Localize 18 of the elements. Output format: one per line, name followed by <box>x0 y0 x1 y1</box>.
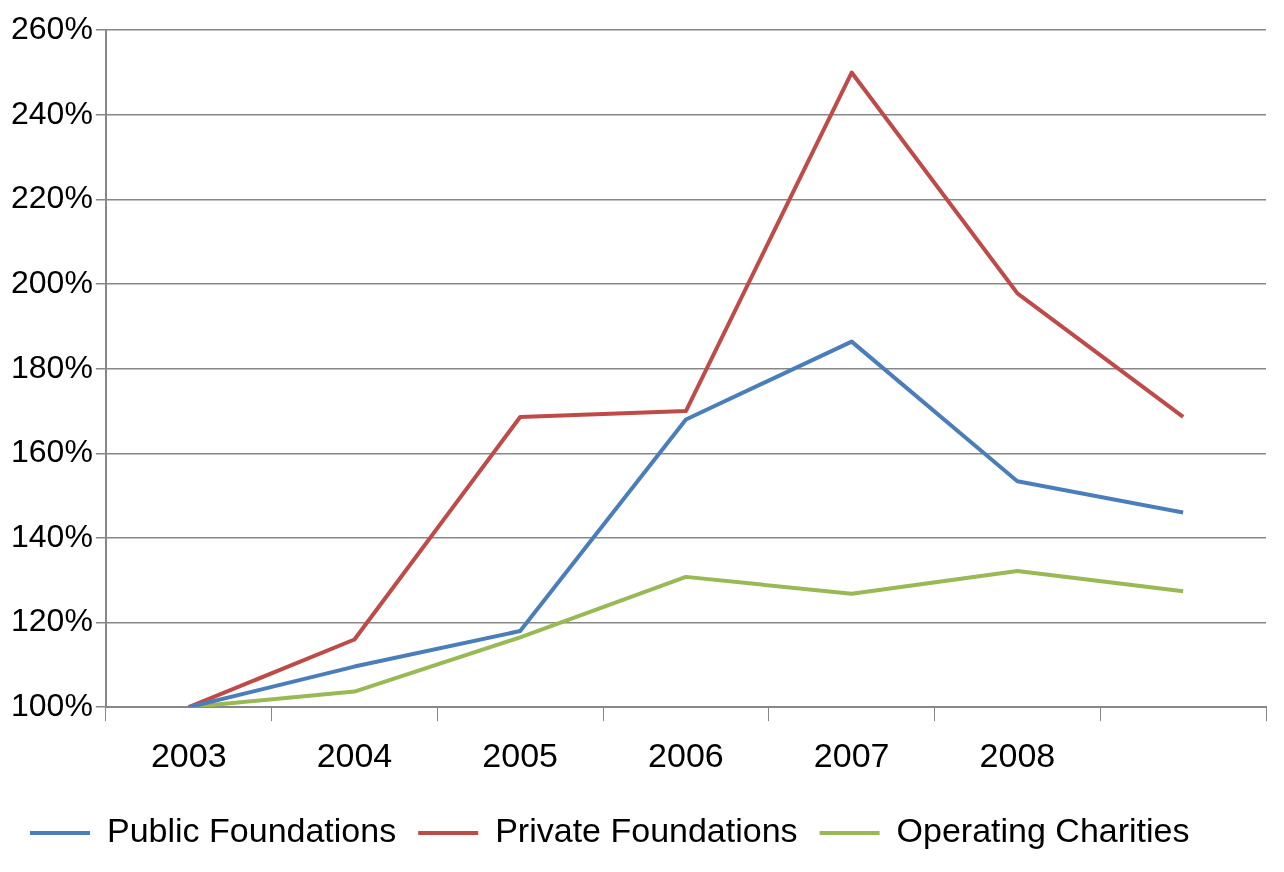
x-tick-label: 2005 <box>482 735 559 774</box>
y-tick-label: 140% <box>11 517 93 554</box>
x-tick-label: 2003 <box>150 735 227 774</box>
y-tick-label: 180% <box>11 348 93 385</box>
legend-label: Private Foundations <box>495 811 798 850</box>
legend-label: Operating Charities <box>896 811 1190 850</box>
x-tick-label: 2004 <box>316 735 393 774</box>
x-tick-label: 2006 <box>648 735 724 774</box>
y-tick-label: 240% <box>11 94 93 131</box>
y-tick-label: 120% <box>11 602 93 639</box>
y-tick-label: 260% <box>11 10 93 47</box>
y-tick-label: 160% <box>11 433 93 470</box>
x-tick-label: 2008 <box>979 735 1056 774</box>
x-tick-label: 2007 <box>813 735 890 774</box>
y-tick-label: 200% <box>11 263 93 300</box>
y-tick-label: 100% <box>11 687 93 724</box>
y-tick-label: 220% <box>11 179 93 216</box>
legend-label: Public Foundations <box>107 811 397 850</box>
